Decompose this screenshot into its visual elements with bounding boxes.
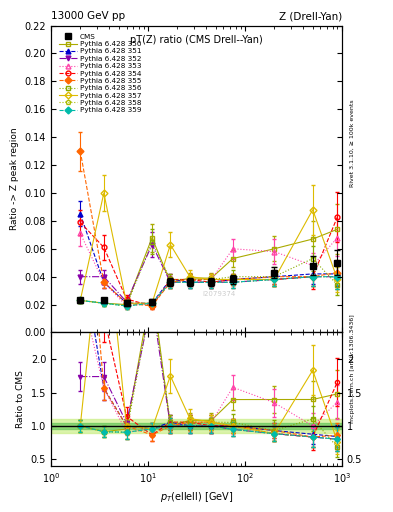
Legend: CMS, Pythia 6.428 350, Pythia 6.428 351, Pythia 6.428 352, Pythia 6.428 353, Pyt: CMS, Pythia 6.428 350, Pythia 6.428 351,… — [56, 31, 144, 116]
Text: Z (Drell-Yan): Z (Drell-Yan) — [279, 11, 342, 22]
Bar — [51, 419, 342, 433]
Text: i2079374: i2079374 — [202, 291, 235, 296]
Y-axis label: Ratio to CMS: Ratio to CMS — [16, 370, 25, 428]
Y-axis label: Ratio -> Z peak region: Ratio -> Z peak region — [10, 127, 19, 230]
Text: 13000 GeV pp: 13000 GeV pp — [51, 11, 125, 22]
Bar — [51, 422, 342, 429]
X-axis label: $p_T$(ellell) [GeV]: $p_T$(ellell) [GeV] — [160, 490, 233, 504]
Text: mcplots.cern.ch [arXiv:1306.3436]: mcplots.cern.ch [arXiv:1306.3436] — [350, 314, 355, 423]
Text: Rivet 3.1.10, ≥ 100k events: Rivet 3.1.10, ≥ 100k events — [350, 99, 355, 187]
Text: pT(Z) ratio (CMS Drell--Yan): pT(Z) ratio (CMS Drell--Yan) — [130, 35, 263, 45]
